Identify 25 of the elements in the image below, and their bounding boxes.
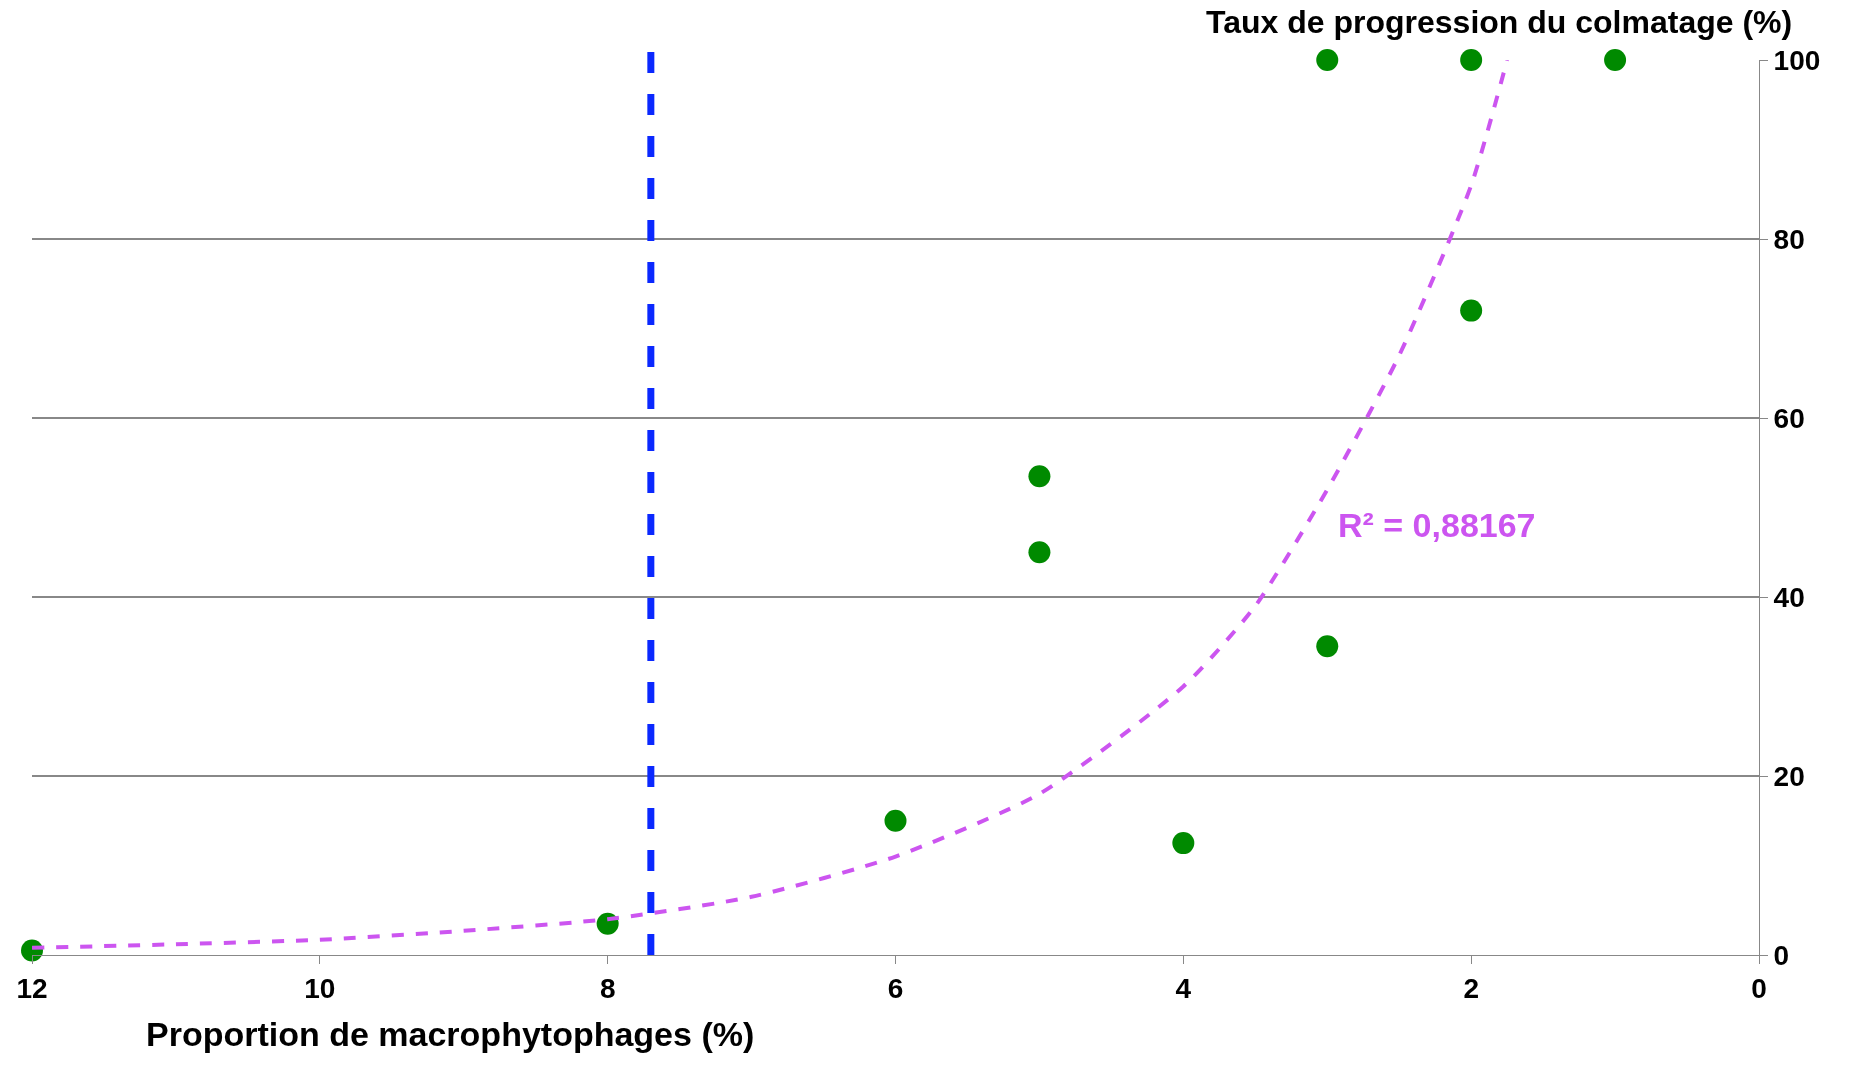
x-tick-label: 6 bbox=[887, 972, 904, 1004]
point bbox=[1028, 541, 1051, 564]
y-tick-label: 20 bbox=[1773, 760, 1805, 792]
point bbox=[1604, 49, 1627, 71]
point bbox=[884, 809, 907, 832]
point bbox=[1172, 832, 1195, 855]
x-tick-label: 8 bbox=[599, 972, 616, 1004]
x-axis-title: Proportion de macrophytophages (%) bbox=[146, 1015, 755, 1053]
annotation: R² = 0,88167 bbox=[1338, 506, 1536, 544]
x-tick-label: 10 bbox=[304, 972, 336, 1004]
y-tick-label: 40 bbox=[1773, 581, 1805, 613]
y-axis-title: Taux de progression du colmatage (%) bbox=[1206, 4, 1793, 40]
point bbox=[1316, 635, 1339, 658]
y-tick-label: 80 bbox=[1773, 223, 1805, 255]
x-tick-label: 0 bbox=[1751, 972, 1767, 1004]
x-tick-label: 12 bbox=[16, 972, 48, 1004]
point bbox=[1316, 49, 1339, 71]
x-tick-label: 2 bbox=[1463, 972, 1479, 1004]
y-tick-label: 100 bbox=[1773, 44, 1821, 76]
point bbox=[1460, 49, 1483, 71]
point bbox=[1028, 465, 1051, 488]
point bbox=[1460, 299, 1483, 322]
y-tick-label: 60 bbox=[1773, 402, 1805, 434]
x-tick-label: 4 bbox=[1175, 972, 1192, 1004]
y-tick-label: 0 bbox=[1773, 939, 1790, 971]
